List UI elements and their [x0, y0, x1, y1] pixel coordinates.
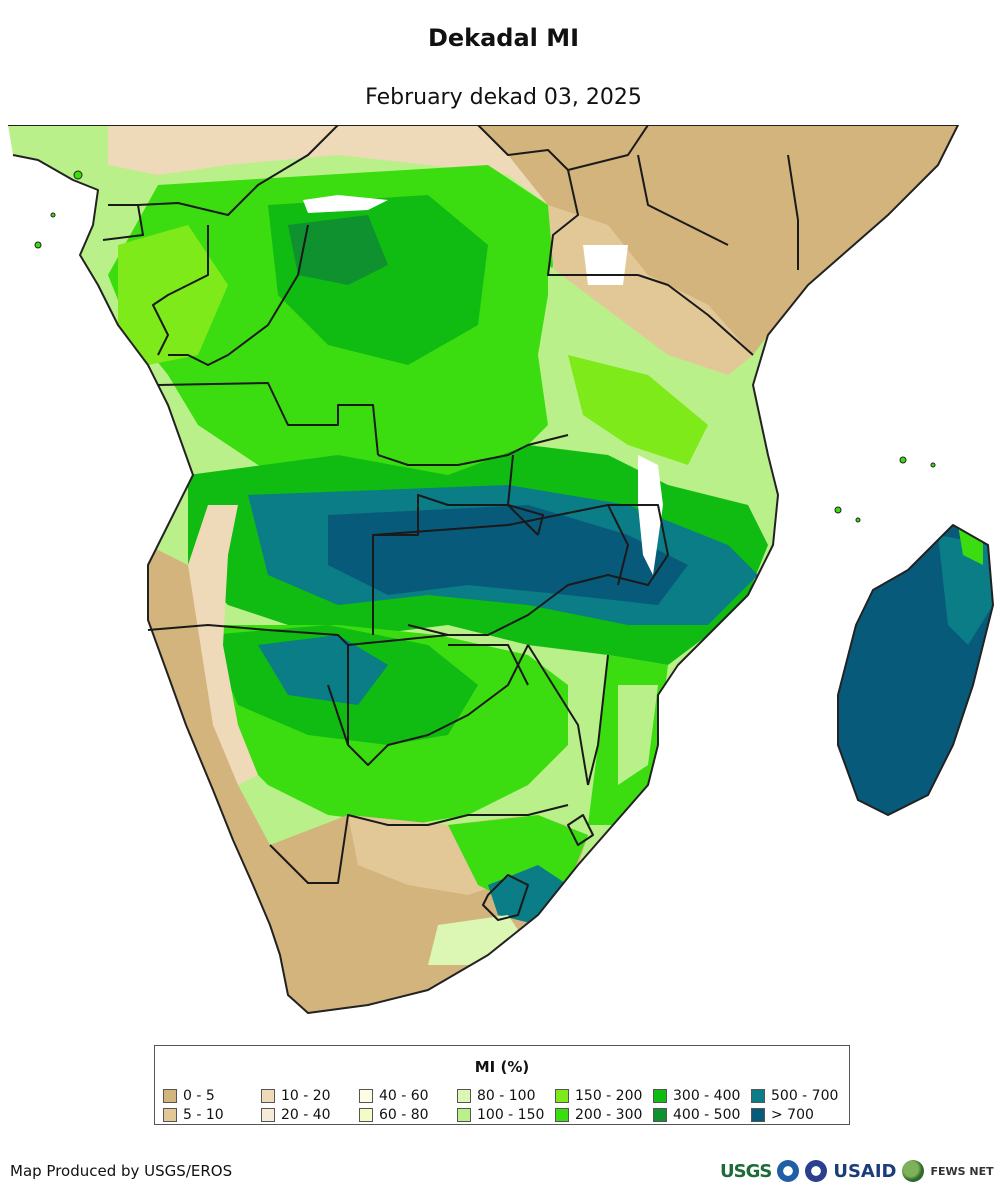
legend-label: 60 - 80	[379, 1106, 429, 1123]
legend-swatch	[457, 1107, 471, 1122]
legend-swatch	[163, 1088, 177, 1103]
legend-label: 0 - 5	[183, 1087, 215, 1104]
legend-label: 40 - 60	[379, 1087, 429, 1104]
legend-item: 5 - 10	[163, 1105, 261, 1124]
legend-item: 150 - 200	[555, 1086, 653, 1105]
fews-globe-icon	[902, 1160, 925, 1182]
legend-swatch	[555, 1088, 569, 1103]
legend: MI (%) 0 - 5 5 - 10 10 - 20 20 - 40 40 - 60 6…	[154, 1045, 850, 1125]
legend-swatch	[751, 1107, 765, 1122]
fews-net-logo: FEWS NET	[930, 1164, 994, 1178]
legend-label: 300 - 400	[673, 1087, 741, 1104]
legend-swatch	[359, 1088, 373, 1103]
legend-item: 80 - 100	[457, 1086, 555, 1105]
partner-logos: USGS USAID FEWS NET	[720, 1156, 994, 1186]
legend-item: 0 - 5	[163, 1086, 261, 1105]
nasa-logo	[805, 1160, 828, 1182]
legend-swatch	[555, 1107, 569, 1122]
legend-item: 20 - 40	[261, 1105, 359, 1124]
legend-label: 200 - 300	[575, 1106, 643, 1123]
legend-item: > 700	[751, 1105, 849, 1124]
legend-swatch	[653, 1088, 667, 1103]
legend-label: 5 - 10	[183, 1106, 224, 1123]
legend-item: 100 - 150	[457, 1105, 555, 1124]
legend-swatch	[261, 1088, 275, 1103]
map-subtitle: February dekad 03, 2025	[365, 85, 642, 110]
legend-label: 500 - 700	[771, 1087, 839, 1104]
legend-grid: 0 - 5 5 - 10 10 - 20 20 - 40 40 - 60 60 - 80 8…	[163, 1086, 841, 1124]
legend-item: 200 - 300	[555, 1105, 653, 1124]
legend-item: 300 - 400	[653, 1086, 751, 1105]
legend-swatch	[163, 1107, 177, 1122]
noaa-logo	[777, 1160, 800, 1182]
mi-map	[8, 125, 998, 1025]
legend-item: 400 - 500	[653, 1105, 751, 1124]
legend-item: 60 - 80	[359, 1105, 457, 1124]
legend-swatch	[653, 1107, 667, 1122]
legend-swatch	[751, 1088, 765, 1103]
legend-label: 20 - 40	[281, 1106, 331, 1123]
legend-swatch	[359, 1107, 373, 1122]
legend-item: 500 - 700	[751, 1086, 849, 1105]
legend-label: 100 - 150	[477, 1106, 545, 1123]
legend-label: 10 - 20	[281, 1087, 331, 1104]
legend-item: 40 - 60	[359, 1086, 457, 1105]
legend-swatch	[457, 1088, 471, 1103]
usaid-logo: USAID	[833, 1160, 897, 1182]
legend-swatch	[261, 1107, 275, 1122]
legend-item: 10 - 20	[261, 1086, 359, 1105]
legend-label: > 700	[771, 1106, 814, 1123]
legend-label: 150 - 200	[575, 1087, 643, 1104]
usgs-logo: USGS	[720, 1160, 772, 1182]
map-title: Dekadal MI	[427, 24, 580, 52]
legend-label: 400 - 500	[673, 1106, 741, 1123]
credit-text: Map Produced by USGS/EROS	[10, 1162, 233, 1180]
legend-title: MI (%)	[474, 1058, 530, 1076]
legend-label: 80 - 100	[477, 1087, 536, 1104]
